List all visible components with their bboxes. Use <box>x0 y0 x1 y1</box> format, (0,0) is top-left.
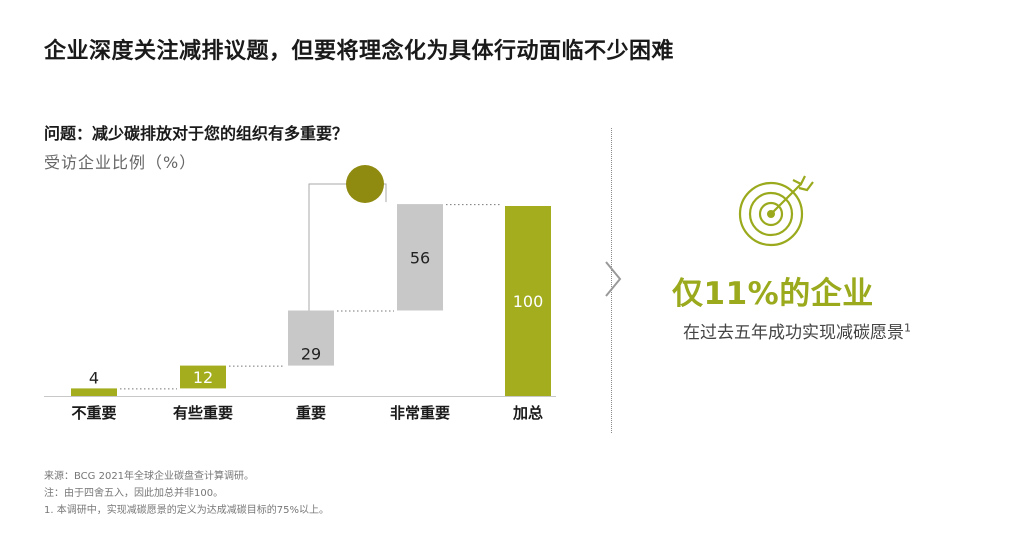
category-label-0: 不重要 <box>71 404 116 422</box>
page-title: 企业深度关注减排议题，但要将理念化为具体行动面临不少困难 <box>44 39 675 64</box>
category-label-1: 有些重要 <box>173 404 233 422</box>
bar-value-label-4: 100 <box>513 292 544 311</box>
chart-question: 问题：减少碳排放对于您的组织有多重要？ <box>44 124 349 143</box>
bar-value-label-1: 12 <box>193 368 213 387</box>
footnote-definition: 1. 本调研中，实现减碳愿景的定义为达成减碳目标的75%以上。 <box>44 505 329 516</box>
bar-3 <box>397 204 443 311</box>
bar-4 <box>505 206 551 396</box>
callout-headline: 仅11%的企业 <box>672 276 874 312</box>
bar-2 <box>288 310 334 366</box>
category-label-3: 非常重要 <box>390 404 450 422</box>
footnote-source: 来源：BCG 2021年全球企业碳盘查计算调研。 <box>44 471 255 482</box>
bar-value-label-3: 56 <box>410 248 430 267</box>
bar-value-label-2: 29 <box>301 345 321 364</box>
chevron-right-icon <box>605 261 622 297</box>
bar-1 <box>180 365 226 389</box>
divider-line <box>611 128 612 433</box>
target-icon <box>738 175 814 247</box>
rounding-bracket <box>308 183 387 311</box>
bar-0 <box>71 388 117 396</box>
waterfall-chart: 4 不重要 12 有些重要 29 重要 56 非常重要 100 加总 <box>44 165 556 422</box>
category-label-4: 加总 <box>512 404 543 422</box>
callout-subtext-text: 在过去五年成功实现减碳愿景 <box>683 323 904 343</box>
footnotes: 来源：BCG 2021年全球企业碳盘查计算调研。 注：由于四舍五入，因此加总并非… <box>44 468 329 519</box>
bar-value-label-0: 4 <box>89 368 99 387</box>
footnote-mark: 1 <box>904 321 911 335</box>
callout-subtext: 在过去五年成功实现减碳愿景1 <box>683 318 911 343</box>
category-label-2: 重要 <box>296 404 326 422</box>
chart-unit-label: 受访企业比例（%） <box>44 153 197 172</box>
rounding-marker <box>346 165 384 203</box>
footnote-rounding: 注：由于四舍五入，因此加总并非100。 <box>44 488 224 499</box>
